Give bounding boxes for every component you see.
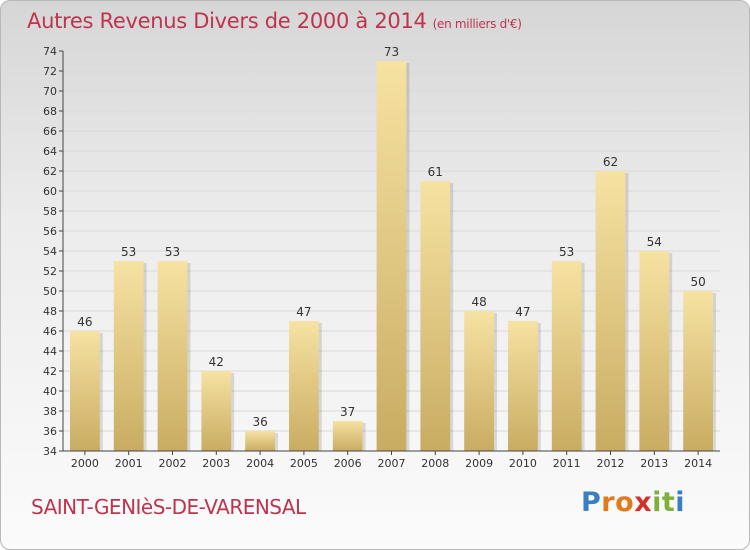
y-tick-label: 42 xyxy=(43,365,57,378)
bar-value-label: 50 xyxy=(690,275,705,289)
bar-value-label: 53 xyxy=(165,245,180,259)
y-tick-label: 58 xyxy=(43,205,57,218)
logo-letter: t xyxy=(661,487,676,518)
bar-group: 73 xyxy=(376,45,410,451)
y-tick-label: 34 xyxy=(43,445,57,458)
y-tick-label: 74 xyxy=(43,45,57,58)
y-tick-label: 46 xyxy=(43,325,57,338)
bar xyxy=(595,171,626,451)
y-tick-label: 38 xyxy=(43,405,57,418)
x-tick-label: 2008 xyxy=(421,457,449,470)
logo-letter: o xyxy=(615,487,635,518)
bar-group: 53 xyxy=(157,245,191,451)
x-tick-label: 2009 xyxy=(465,457,493,470)
bar-group: 61 xyxy=(420,165,454,451)
y-tick-label: 54 xyxy=(43,245,57,258)
bar-group: 36 xyxy=(245,415,278,451)
bar-group: 48 xyxy=(464,295,497,451)
bar xyxy=(420,181,451,451)
x-tick-label: 2012 xyxy=(597,457,625,470)
bar xyxy=(289,321,319,451)
logo-letter: P xyxy=(581,487,602,518)
y-tick-label: 50 xyxy=(43,285,57,298)
bar-value-label: 73 xyxy=(384,45,399,59)
bar-value-label: 54 xyxy=(647,235,662,249)
bar-value-label: 47 xyxy=(515,305,530,319)
y-tick-label: 60 xyxy=(43,185,57,198)
chart-title-unit: (en milliers d'€) xyxy=(432,17,522,31)
bar-value-label: 47 xyxy=(296,305,311,319)
x-tick-label: 2003 xyxy=(202,457,230,470)
y-tick-label: 66 xyxy=(43,125,57,138)
bar-group: 54 xyxy=(639,235,673,451)
x-tick-label: 2010 xyxy=(509,457,537,470)
logo-letter: x xyxy=(634,487,653,518)
bar-value-label: 53 xyxy=(121,245,136,259)
bar-value-label: 42 xyxy=(209,355,224,369)
bar xyxy=(70,331,100,451)
chart-title-text: Autres Revenus Divers de 2000 à 2014 xyxy=(27,9,427,33)
axis-layer: 34 36 38 40 42 44 46 48 50 52 54 56 58 60 62 64 66 68 70 72… xyxy=(43,45,720,470)
chart-title: Autres Revenus Divers de 2000 à 2014 (en … xyxy=(27,9,522,33)
bar xyxy=(683,291,713,451)
bar-layer: 46 53 53 42 36 47 37 73 61 48 47 53 62 54 50 xyxy=(70,45,716,451)
bar-value-label: 36 xyxy=(252,415,267,429)
x-tick-label: 2001 xyxy=(115,457,143,470)
bar-group: 37 xyxy=(332,405,366,451)
bar-group: 53 xyxy=(113,245,147,451)
y-tick-label: 62 xyxy=(43,165,57,178)
proxiti-logo: Proxiti xyxy=(581,487,685,518)
logo-letter: i xyxy=(652,487,662,518)
bar xyxy=(639,251,670,451)
bar xyxy=(376,61,407,451)
y-tick-label: 40 xyxy=(43,385,57,398)
bar-value-label: 46 xyxy=(77,315,92,329)
y-tick-label: 44 xyxy=(43,345,57,358)
y-tick-label: 68 xyxy=(43,105,57,118)
bar xyxy=(464,311,494,451)
x-tick-label: 2002 xyxy=(159,457,187,470)
logo-letter: i xyxy=(675,487,686,518)
bar-group: 47 xyxy=(289,305,322,451)
x-tick-label: 2000 xyxy=(71,457,99,470)
bar-value-label: 61 xyxy=(428,165,443,179)
x-tick-label: 2013 xyxy=(640,457,668,470)
y-tick-label: 64 xyxy=(43,145,57,158)
bar-group: 50 xyxy=(683,275,716,451)
y-tick-label: 70 xyxy=(43,85,57,98)
bar-value-label: 53 xyxy=(559,245,574,259)
x-tick-label: 2004 xyxy=(246,457,274,470)
bar-value-label: 48 xyxy=(471,295,486,309)
bar-group: 42 xyxy=(201,355,235,451)
commune-name: SAINT-GENIèS-DE-VARENSAL xyxy=(31,495,306,519)
x-tick-label: 2006 xyxy=(334,457,362,470)
bar xyxy=(113,261,144,451)
logo-letter: r xyxy=(601,487,616,518)
x-tick-label: 2005 xyxy=(290,457,318,470)
bar xyxy=(508,321,538,451)
bar-value-label: 37 xyxy=(340,405,355,419)
bar xyxy=(201,371,232,451)
y-tick-label: 56 xyxy=(43,225,57,238)
x-tick-label: 2011 xyxy=(553,457,581,470)
bar-value-label: 62 xyxy=(603,155,618,169)
y-tick-label: 72 xyxy=(43,65,57,78)
y-tick-label: 36 xyxy=(43,425,57,438)
y-tick-label: 52 xyxy=(43,265,57,278)
bar xyxy=(551,261,582,451)
bar xyxy=(332,421,363,451)
bar-group: 53 xyxy=(551,245,585,451)
bar xyxy=(157,261,188,451)
bar xyxy=(245,431,275,451)
x-tick-label: 2007 xyxy=(378,457,406,470)
bar-group: 47 xyxy=(508,305,541,451)
bar-group: 46 xyxy=(70,315,103,451)
bar-group: 62 xyxy=(595,155,629,451)
x-tick-label: 2014 xyxy=(684,457,712,470)
y-tick-label: 48 xyxy=(43,305,57,318)
